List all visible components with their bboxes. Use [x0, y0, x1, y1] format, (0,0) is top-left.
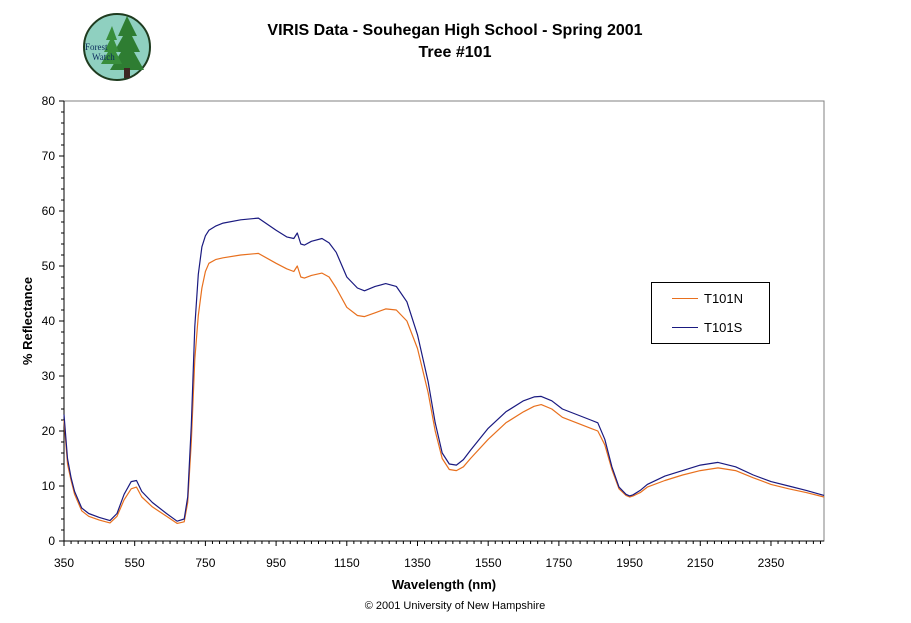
copyright-credit: © 2001 University of New Hampshire — [364, 600, 546, 612]
chart-title: VIRIS Data - Souhegan High School - Spri… — [267, 22, 643, 39]
y-tick-label: 0 — [48, 534, 55, 548]
y-tick-label: 10 — [42, 479, 56, 493]
y-axis-title: % Reflectance — [20, 277, 35, 365]
y-tick-label: 20 — [42, 424, 56, 438]
y-tick-label: 80 — [42, 94, 56, 108]
logo-text-forest: Forest — [85, 42, 108, 52]
x-tick-label: 1950 — [616, 556, 643, 570]
x-axis-title: Wavelength (nm) — [392, 577, 496, 592]
x-tick-label: 550 — [125, 556, 145, 570]
legend: T101N T101S — [651, 282, 770, 344]
x-tick-label: 950 — [266, 556, 286, 570]
y-tick-label: 40 — [42, 314, 56, 328]
forest-watch-logo-image: Forest Watch — [83, 13, 151, 81]
legend-swatch-t101s — [672, 327, 698, 328]
x-tick-label: 1350 — [404, 556, 431, 570]
x-tick-label: 1750 — [546, 556, 573, 570]
x-tick-label: 2350 — [758, 556, 785, 570]
forest-watch-logo: Forest Watch — [82, 12, 152, 82]
legend-label-t101n: T101N — [704, 291, 744, 306]
legend-item-t101n: T101N — [652, 289, 769, 309]
chart-subtitle: Tree #101 — [418, 44, 492, 61]
y-tick-label: 30 — [42, 369, 56, 383]
x-tick-label: 1150 — [334, 556, 360, 570]
series-line-t101s — [63, 217, 825, 522]
x-tick-label: 1550 — [475, 556, 502, 570]
x-tick-label: 350 — [54, 556, 74, 570]
legend-item-t101s: T101S — [652, 318, 769, 338]
y-tick-label: 50 — [42, 259, 56, 273]
logo-text-watch: Watch — [92, 52, 115, 62]
series-line-t101n — [63, 252, 825, 525]
y-tick-label: 60 — [42, 204, 56, 218]
x-tick-label: 750 — [195, 556, 215, 570]
y-tick-label: 70 — [42, 149, 56, 163]
legend-swatch-t101n — [672, 298, 698, 299]
legend-label-t101s: T101S — [704, 320, 743, 335]
x-tick-label: 2150 — [687, 556, 714, 570]
